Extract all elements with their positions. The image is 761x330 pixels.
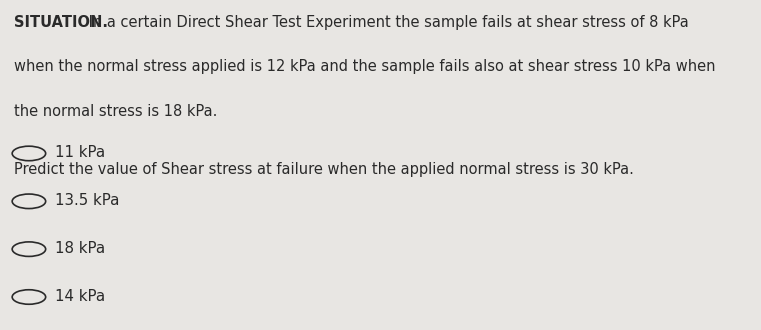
Text: when the normal stress applied is 12 kPa and the sample fails also at shear stre: when the normal stress applied is 12 kPa…: [14, 59, 715, 74]
Text: 11 kPa: 11 kPa: [55, 145, 105, 160]
Text: 18 kPa: 18 kPa: [55, 241, 105, 256]
Text: SITUATION.: SITUATION.: [14, 15, 108, 30]
Text: the normal stress is 18 kPa.: the normal stress is 18 kPa.: [14, 104, 217, 119]
Text: In a certain Direct Shear Test Experiment the sample fails at shear stress of 8 : In a certain Direct Shear Test Experimen…: [84, 15, 689, 30]
Text: 14 kPa: 14 kPa: [55, 289, 105, 304]
Text: Predict the value of Shear stress at failure when the applied normal stress is 3: Predict the value of Shear stress at fai…: [14, 162, 634, 177]
Text: 13.5 kPa: 13.5 kPa: [55, 193, 119, 208]
